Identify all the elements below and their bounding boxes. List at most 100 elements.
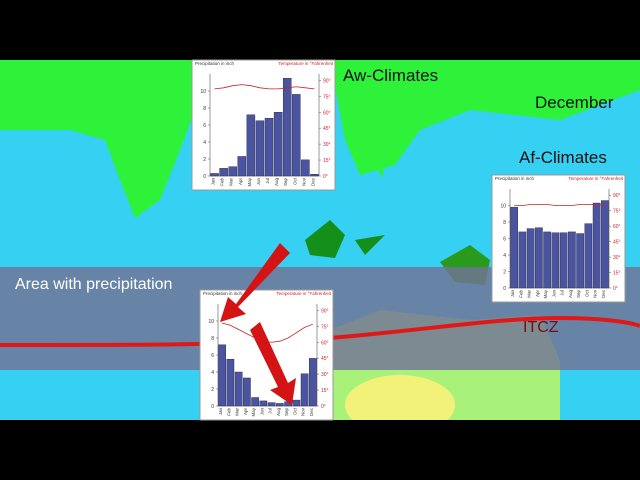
y2-tick-label: 0° xyxy=(321,404,326,410)
x-tick-label: Jan xyxy=(211,178,216,186)
x-tick-label: Aug xyxy=(274,178,279,187)
charts: Precipitation in inch Temperature in °Fah… xyxy=(191,59,626,421)
y-tick-label: 6 xyxy=(203,123,206,129)
bar xyxy=(267,402,276,407)
y-tick-label: 10 xyxy=(208,319,214,325)
x-tick-label: Jul xyxy=(560,290,565,296)
arrow xyxy=(220,243,290,322)
x-tick-label: Mar xyxy=(235,407,240,415)
y-tick-label: 8 xyxy=(203,106,206,112)
itcz-line xyxy=(0,315,640,347)
x-tick-label: Nov xyxy=(301,407,306,416)
x-tick-label: May xyxy=(543,289,548,298)
x-tick-label: Jan xyxy=(218,408,223,416)
bar xyxy=(255,120,265,177)
y2-tick-label: 45° xyxy=(613,240,621,246)
bar xyxy=(535,227,543,289)
y-tick-label: 0 xyxy=(211,404,214,410)
bar xyxy=(246,114,256,177)
x-tick-label: Aug xyxy=(276,408,281,417)
axis-label: Precipitation in inch xyxy=(495,176,535,181)
y2-tick-label: 0° xyxy=(323,174,328,180)
bar xyxy=(601,200,609,289)
bar xyxy=(219,168,228,177)
island xyxy=(305,220,345,258)
y-tick-label: 2 xyxy=(503,270,506,276)
y-tick-label: 6 xyxy=(503,237,506,243)
island xyxy=(355,235,385,255)
x-tick-label: Jun xyxy=(256,178,261,186)
label: December xyxy=(535,93,614,112)
bar xyxy=(228,166,237,177)
x-tick-label: Oct xyxy=(584,289,589,297)
bar xyxy=(584,223,593,289)
label: Af-Climates xyxy=(519,148,607,167)
y2-tick-label: 90° xyxy=(613,193,621,199)
y2-tick-label: 90° xyxy=(321,308,329,314)
bar xyxy=(292,399,301,407)
y-tick-label: 0 xyxy=(203,174,206,180)
y-tick-label: 4 xyxy=(503,253,506,259)
x-tick-label: May xyxy=(247,177,252,186)
y-tick-label: 2 xyxy=(203,157,206,163)
letterbox xyxy=(0,420,640,480)
y2-tick-label: 75° xyxy=(323,94,331,100)
y2-tick-label: 75° xyxy=(613,209,621,215)
bar xyxy=(237,156,247,177)
bar xyxy=(282,78,292,177)
x-tick-label: Nov xyxy=(593,289,598,298)
x-tick-label: May xyxy=(251,407,256,416)
y-tick-label: 0 xyxy=(503,286,506,292)
x-tick-label: Dec xyxy=(309,407,314,416)
y-tick-label: 10 xyxy=(200,89,206,95)
land xyxy=(0,60,200,218)
bar xyxy=(518,231,527,289)
bar xyxy=(510,206,518,289)
bar xyxy=(226,359,235,407)
temperature-line xyxy=(214,84,315,90)
y-tick-label: 10 xyxy=(500,204,506,210)
bar xyxy=(576,233,584,289)
y-tick-label: 4 xyxy=(211,370,214,376)
x-tick-label: Feb xyxy=(226,408,231,416)
bar xyxy=(251,397,259,407)
x-tick-label: Mar xyxy=(229,177,234,185)
bar xyxy=(273,112,283,177)
y2-tick-label: 15° xyxy=(613,271,621,277)
bar xyxy=(568,231,576,289)
x-tick-label: Jun xyxy=(551,290,556,298)
y2-tick-label: 0° xyxy=(613,286,618,292)
label: ITCZ xyxy=(523,319,559,336)
label: Aw-Climates xyxy=(343,66,438,85)
x-tick-label: Sep xyxy=(284,408,289,417)
y2-tick-label: 45° xyxy=(321,356,329,362)
x-tick-label: Sep xyxy=(283,178,288,187)
y2-tick-label: 60° xyxy=(321,340,329,346)
y2-tick-label: 30° xyxy=(323,142,331,148)
y2-tick-label: 30° xyxy=(613,255,621,261)
bar xyxy=(276,403,284,407)
temperature-line xyxy=(514,204,605,206)
bar xyxy=(309,358,317,407)
x-tick-label: Oct xyxy=(292,177,297,185)
y2-tick-label: 45° xyxy=(323,126,331,132)
x-tick-label: Dec xyxy=(601,289,606,298)
bar xyxy=(243,377,251,407)
axis-label: Precipitation in inch xyxy=(195,61,235,66)
x-tick-label: Apr xyxy=(238,178,243,186)
bar xyxy=(310,174,319,177)
axis-label: Temperature in °Fahrenheit xyxy=(568,176,623,181)
bar xyxy=(592,202,601,289)
x-tick-label: Nov xyxy=(301,177,306,186)
y2-tick-label: 90° xyxy=(323,78,331,84)
land xyxy=(330,60,640,175)
bar xyxy=(559,232,568,289)
bar xyxy=(210,173,219,177)
y2-tick-label: 30° xyxy=(321,372,329,378)
y-tick-label: 2 xyxy=(211,387,214,393)
bar xyxy=(526,228,535,289)
bar xyxy=(300,373,309,407)
bar xyxy=(292,94,301,177)
y2-tick-label: 15° xyxy=(321,388,329,394)
